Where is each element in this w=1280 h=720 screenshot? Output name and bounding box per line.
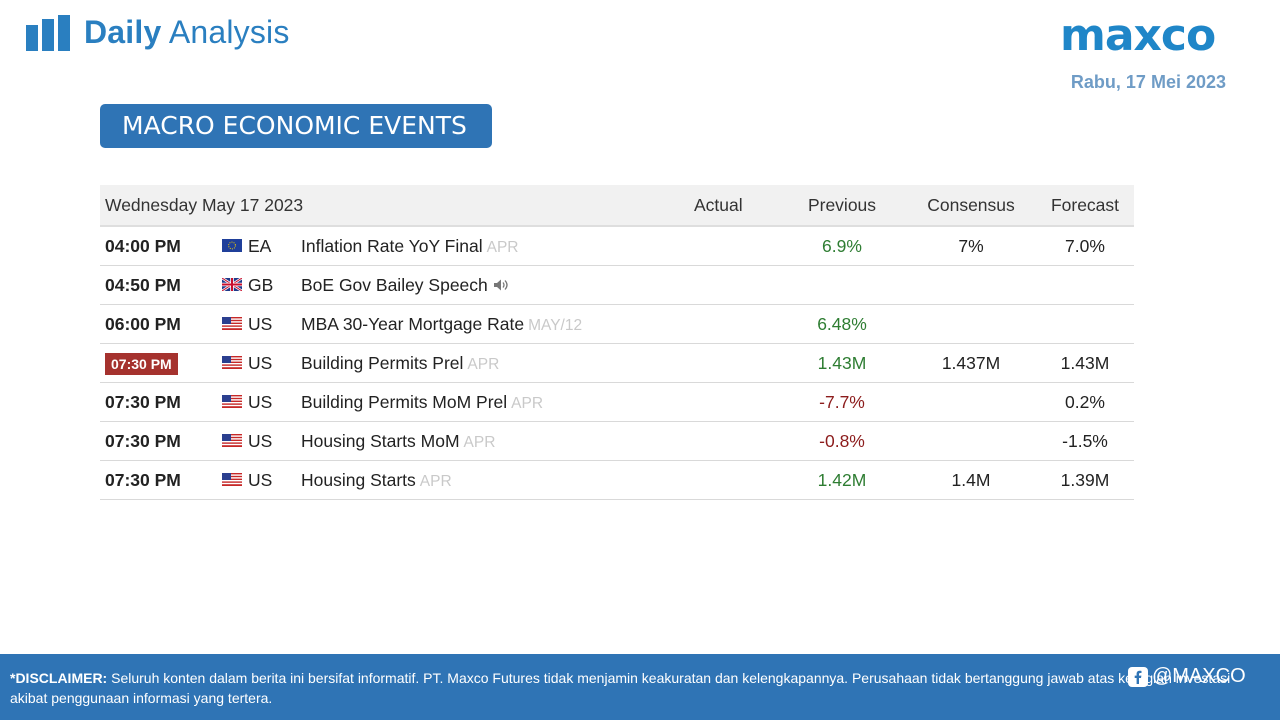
event-time: 07:30 PM xyxy=(105,353,178,375)
event-period: APR xyxy=(463,434,496,451)
maxco-logo: maxco xyxy=(1060,10,1216,61)
previous-value: -7.7% xyxy=(819,392,865,412)
speaker-icon xyxy=(493,279,508,291)
country-code: US xyxy=(248,353,273,373)
disclaimer-label: *DISCLAIMER: xyxy=(10,670,108,686)
forecast-value: 0.2% xyxy=(1065,392,1105,412)
event-period: MAY/12 xyxy=(528,317,583,334)
table-row[interactable]: 04:50 PM GB BoE Gov Bailey Speech xyxy=(100,266,1134,305)
event-name[interactable]: MBA 30-Year Mortgage Rate MAY/12 xyxy=(301,305,582,345)
event-title: MBA 30-Year Mortgage Rate xyxy=(301,314,525,334)
header-actual: Actual xyxy=(694,195,743,215)
table-row[interactable]: 07:30 PM US Housing Starts APR 1.42M 1.4M 1.39… xyxy=(100,461,1134,500)
country-code: US xyxy=(248,314,273,334)
previous-value: -0.8% xyxy=(819,431,865,451)
uk-flag-icon xyxy=(222,278,242,291)
event-title: Inflation Rate YoY Final xyxy=(301,236,483,256)
header-date: Wednesday May 17 2023 xyxy=(105,195,304,215)
event-time: 07:30 PM xyxy=(105,392,181,412)
table-header: Wednesday May 17 2023 Actual Previous Co… xyxy=(100,185,1134,227)
disclaimer: *DISCLAIMER: Seluruh konten dalam berita… xyxy=(10,668,1240,708)
social-handle[interactable]: @MAXCO xyxy=(1128,665,1246,688)
event-name[interactable]: Housing Starts APR xyxy=(301,461,452,501)
previous-value: 1.42M xyxy=(817,470,867,490)
country-code: US xyxy=(248,392,273,412)
event-title: Housing Starts xyxy=(301,470,416,490)
forecast-value: 7.0% xyxy=(1065,236,1105,256)
us-flag-icon xyxy=(222,317,242,330)
title-rest: Analysis xyxy=(168,14,290,50)
event-time: 07:30 PM xyxy=(105,470,181,490)
table-row[interactable]: 07:30 PM US Building Permits Prel APR 1.43M 1… xyxy=(100,344,1134,383)
event-name[interactable]: Building Permits MoM Prel APR xyxy=(301,383,543,423)
previous-value: 1.43M xyxy=(817,353,867,373)
event-time: 07:30 PM xyxy=(105,431,181,451)
consensus-value: 1.437M xyxy=(941,353,1001,373)
social-handle-text: @MAXCO xyxy=(1152,665,1246,687)
page-title: Daily Analysis xyxy=(84,14,290,51)
facebook-icon xyxy=(1128,666,1148,687)
forecast-value: 1.39M xyxy=(1060,470,1110,490)
title-bold: Daily xyxy=(84,14,162,50)
us-flag-icon xyxy=(222,395,242,408)
country-code: EA xyxy=(248,236,272,256)
country-code: US xyxy=(248,431,273,451)
us-flag-icon xyxy=(222,434,242,447)
table-row[interactable]: 07:30 PM US Building Permits MoM Prel APR -7… xyxy=(100,383,1134,422)
table-row[interactable]: 04:00 PM EA Inflation Rate YoY Final APR 6.9… xyxy=(100,227,1134,266)
footer: *DISCLAIMER: Seluruh konten dalam berita… xyxy=(0,654,1280,720)
event-time: 04:00 PM xyxy=(105,236,181,256)
eu-flag-icon xyxy=(222,239,242,252)
event-name[interactable]: Inflation Rate YoY Final APR xyxy=(301,227,519,267)
report-date: Rabu, 17 Mei 2023 xyxy=(1070,72,1226,92)
table-body: 04:00 PM EA Inflation Rate YoY Final APR 6.9… xyxy=(100,227,1134,500)
event-time: 04:50 PM xyxy=(105,275,181,295)
header-forecast: Forecast xyxy=(1050,195,1120,215)
bar-chart-icon xyxy=(26,14,70,51)
event-period: APR xyxy=(511,395,544,412)
forecast-value: -1.5% xyxy=(1062,431,1108,451)
previous-value: 6.48% xyxy=(817,314,867,334)
event-period: APR xyxy=(467,356,500,373)
table-row[interactable]: 07:30 PM US Housing Starts MoM APR -0.8% -1.5… xyxy=(100,422,1134,461)
event-title: Building Permits Prel xyxy=(301,353,464,373)
country-code: US xyxy=(248,470,273,490)
event-name[interactable]: BoE Gov Bailey Speech xyxy=(301,266,509,304)
section-title: MACRO ECONOMIC EVENTS xyxy=(100,104,492,148)
country-code: GB xyxy=(248,275,274,295)
table-row[interactable]: 06:00 PM US MBA 30-Year Mortgage Rate MAY/1… xyxy=(100,305,1134,344)
event-period: APR xyxy=(419,473,452,490)
consensus-value: 1.4M xyxy=(951,470,991,490)
event-title: BoE Gov Bailey Speech xyxy=(301,275,488,295)
event-time: 06:00 PM xyxy=(105,314,181,334)
forecast-value: 1.43M xyxy=(1060,353,1110,373)
consensus-value: 7% xyxy=(958,236,984,256)
brand: Daily Analysis xyxy=(26,14,290,51)
event-title: Building Permits MoM Prel xyxy=(301,392,508,412)
header-previous: Previous xyxy=(807,195,877,215)
event-name[interactable]: Building Permits Prel APR xyxy=(301,344,499,384)
us-flag-icon xyxy=(222,356,242,369)
event-title: Housing Starts MoM xyxy=(301,431,460,451)
us-flag-icon xyxy=(222,473,242,486)
events-table: Wednesday May 17 2023 Actual Previous Co… xyxy=(100,185,1134,500)
disclaimer-text: Seluruh konten dalam berita ini bersifat… xyxy=(10,670,1231,706)
header-consensus: Consensus xyxy=(927,195,1015,215)
event-name[interactable]: Housing Starts MoM APR xyxy=(301,422,495,462)
previous-value: 6.9% xyxy=(822,236,862,256)
event-period: APR xyxy=(486,239,519,256)
